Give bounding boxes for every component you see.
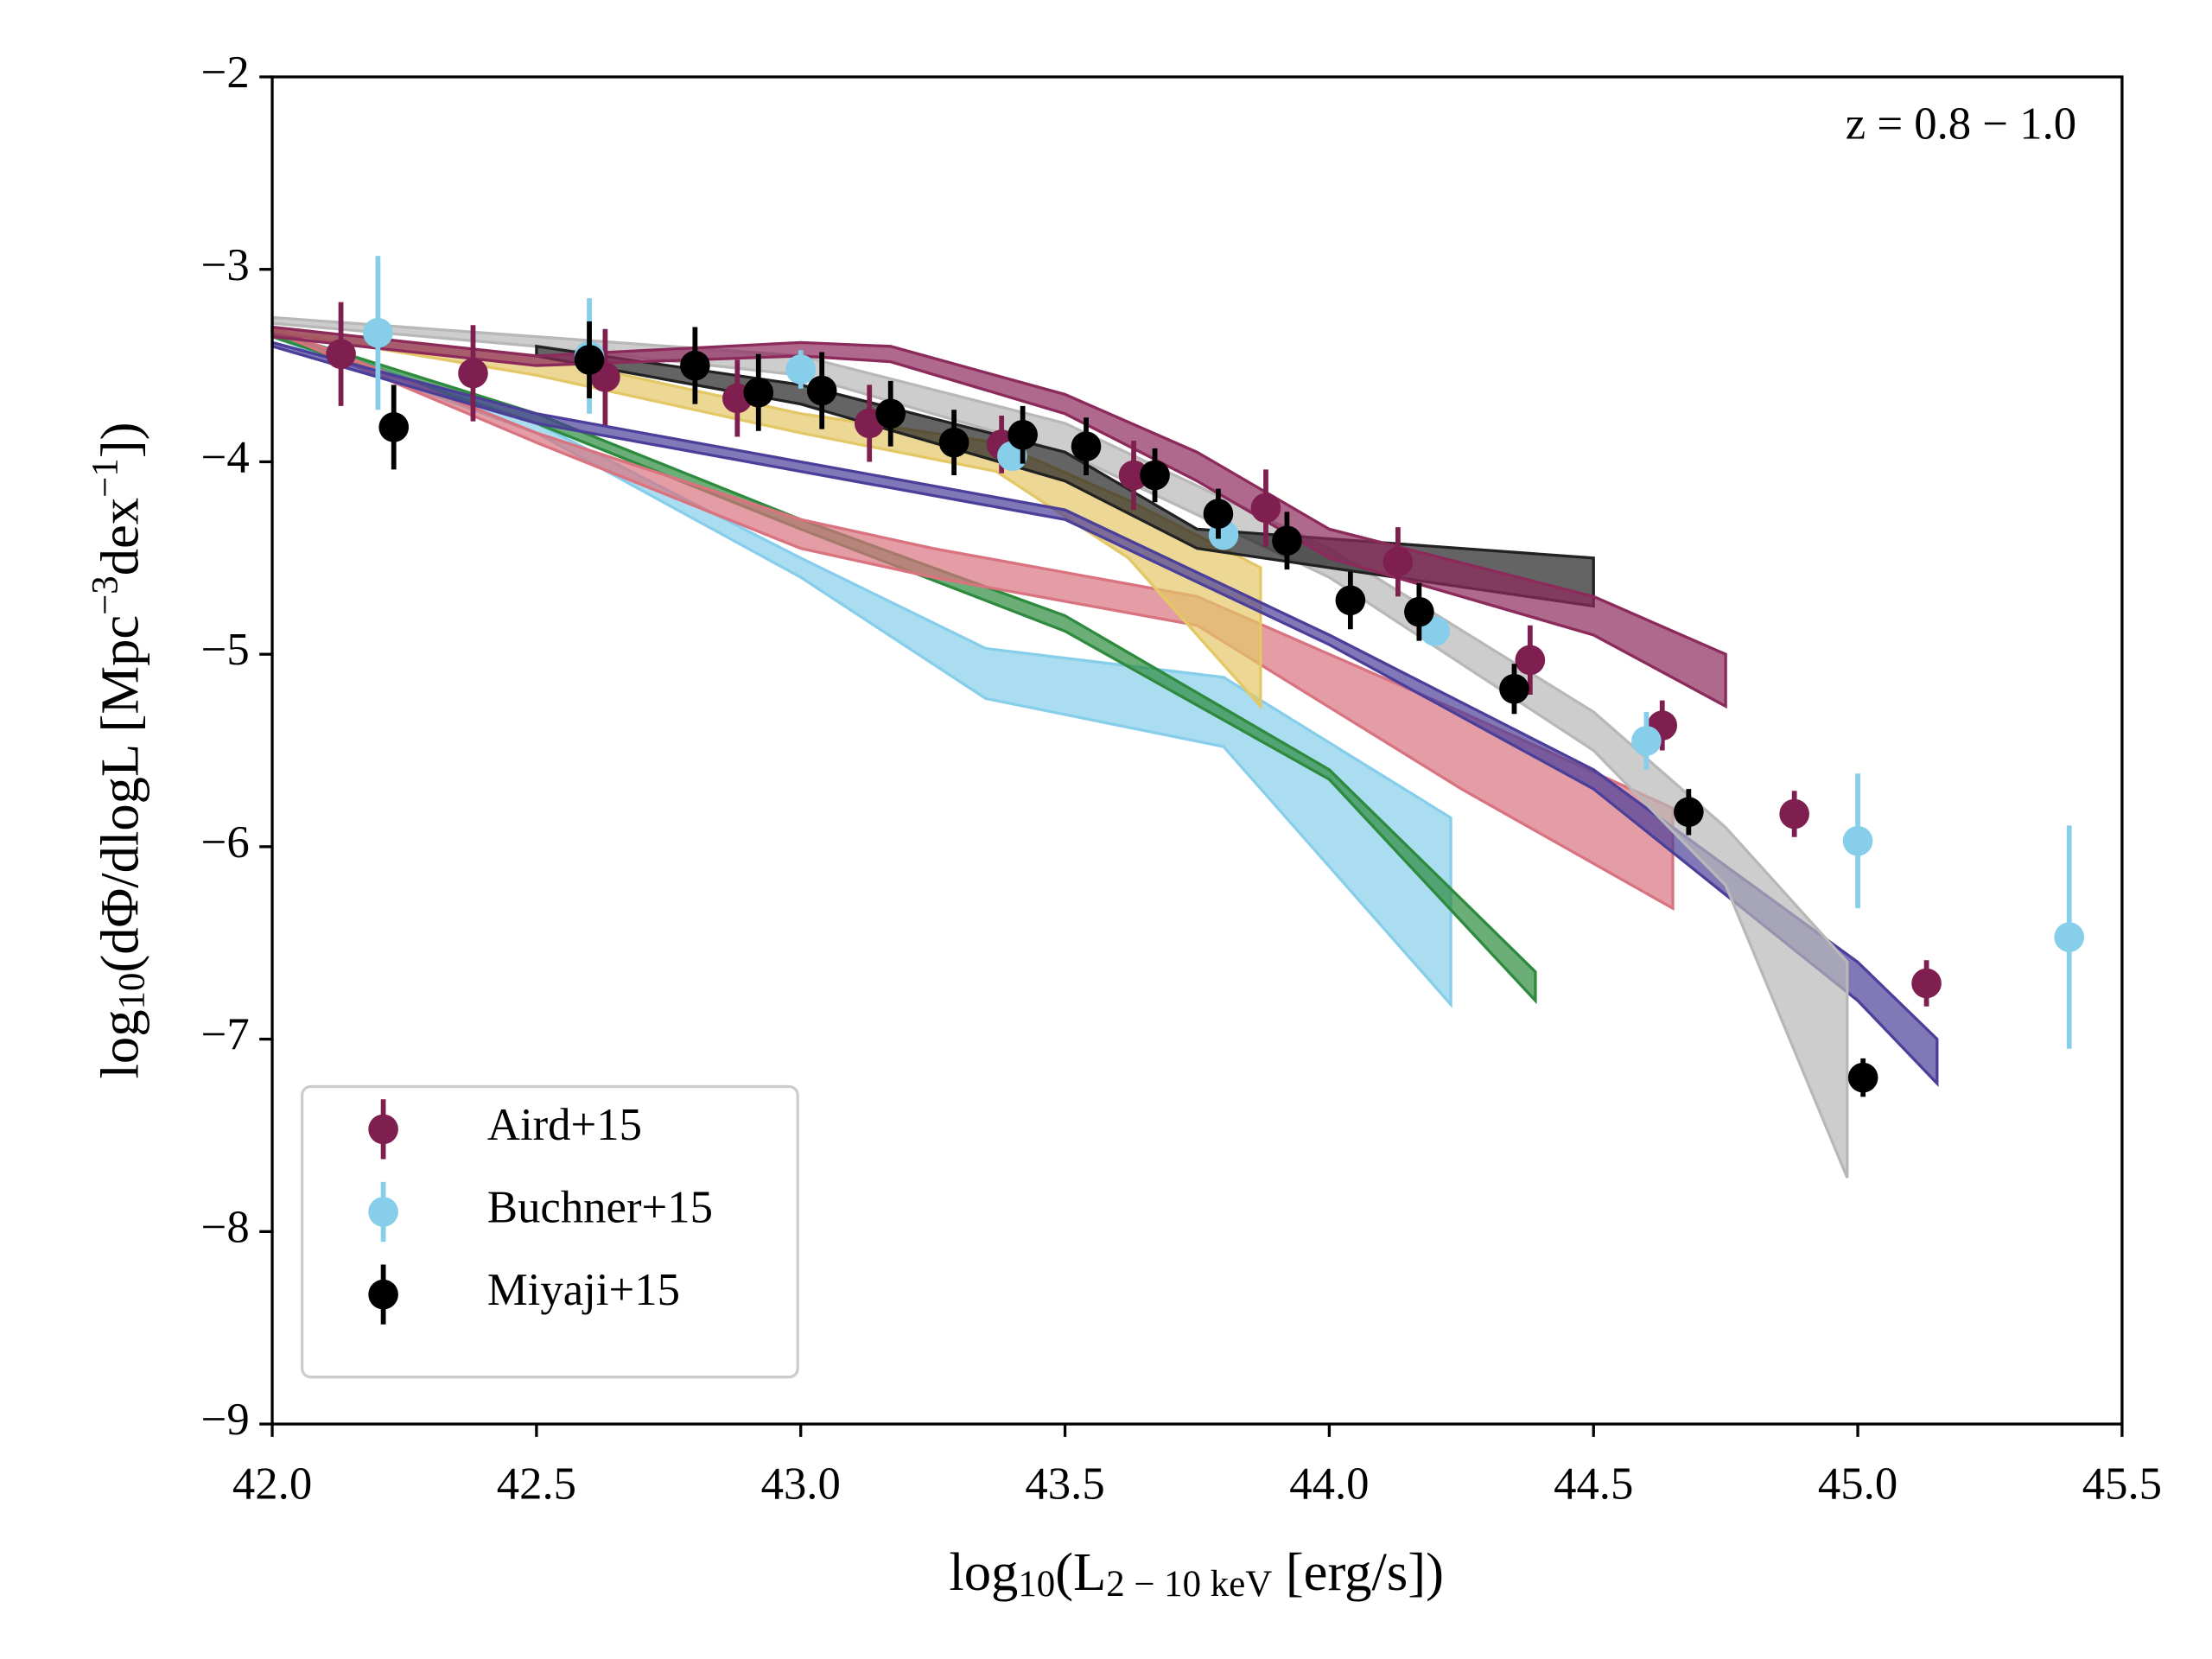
data-point [1515, 645, 1546, 676]
data-point [1118, 460, 1149, 491]
x-tick-label: 42.5 [497, 1459, 576, 1509]
data-point [1631, 726, 1662, 756]
y-tick-label: −7 [201, 1010, 250, 1060]
y-tick-label: −3 [201, 240, 250, 290]
label-part: 2 − 10 keV [1106, 1564, 1272, 1605]
data-point [806, 375, 837, 406]
label-part: dex [90, 498, 150, 575]
label-part: 10 [111, 973, 152, 1010]
data-point [1250, 493, 1281, 524]
legend-label: Buchner+15 [487, 1183, 713, 1233]
data-point [2054, 922, 2085, 952]
marks [326, 256, 2085, 1097]
y-tick-label: −9 [201, 1395, 250, 1445]
data-point [363, 317, 393, 348]
label-part: ]) [90, 423, 150, 459]
model-band [270, 325, 1675, 911]
label-part: −3 [86, 575, 126, 615]
y-axis-label: log10(dΦ/dlogL [Mpc−3dex−1]) [86, 423, 152, 1079]
legend-frame [301, 1084, 799, 1379]
data-point [1779, 798, 1809, 830]
legend-marker [368, 1279, 398, 1310]
data-point [1404, 596, 1434, 627]
data-point [875, 398, 906, 429]
x-tick-label: 45.5 [2082, 1459, 2162, 1509]
legend: Aird+15 Buchner+15 Miyaji+15 [301, 1084, 799, 1379]
y-tick-label: −8 [201, 1202, 250, 1252]
data-point [1674, 797, 1704, 828]
model-band [270, 315, 1849, 1179]
x-tick-label: 43.0 [761, 1459, 841, 1509]
x-tick-label: 45.0 [1818, 1459, 1897, 1509]
y-tick-label: −2 [201, 48, 250, 98]
data-point [1272, 525, 1302, 556]
label-part: (dΦ/dlogL [Mpc [90, 615, 150, 973]
annotation: z = 0.8 − 1.0 [1846, 99, 2076, 149]
data-point [680, 350, 710, 381]
legend-marker [368, 1114, 398, 1145]
data-point [1140, 460, 1170, 491]
data-point [1071, 431, 1102, 461]
y-tick-label: −6 [201, 817, 250, 868]
model-band [270, 340, 1939, 1087]
data-point [1847, 1062, 1878, 1093]
data-point [378, 412, 410, 442]
data-point [1499, 673, 1529, 704]
data-point [458, 358, 488, 389]
x-tick-label: 44.0 [1289, 1459, 1369, 1509]
data-point [785, 354, 817, 385]
data-point [1911, 968, 1942, 999]
legend-marker [368, 1197, 398, 1227]
label-part: (L [1055, 1541, 1106, 1602]
y-tick-label: −4 [201, 433, 250, 483]
data-point [938, 427, 969, 458]
data-point [1842, 825, 1873, 856]
data-point [1007, 419, 1038, 450]
data-point [1203, 499, 1234, 529]
data-point [1335, 585, 1366, 616]
data-point [574, 345, 605, 375]
x-tick-label: 44.5 [1554, 1459, 1633, 1509]
label-part: log [949, 1541, 1018, 1602]
label-part: log [90, 1009, 150, 1078]
x-axis-label: log10(L2 − 10 keV [erg/s]) [949, 1541, 1444, 1604]
bands [270, 315, 1939, 1179]
legend-label: Miyaji+15 [487, 1265, 680, 1315]
data-point [1382, 546, 1414, 577]
y-tick-label: −5 [201, 625, 250, 675]
x-tick-label: 43.5 [1025, 1459, 1104, 1509]
plot-frame [270, 75, 2124, 1426]
x-tick-label: 42.0 [232, 1459, 312, 1509]
data-point [743, 377, 774, 408]
label-part: −1 [86, 458, 126, 498]
label-part: 10 [1018, 1564, 1055, 1605]
label-part: [erg/s]) [1272, 1541, 1444, 1602]
legend-label: Aird+15 [487, 1100, 642, 1150]
model-band [270, 325, 1262, 710]
data-point [326, 339, 356, 370]
